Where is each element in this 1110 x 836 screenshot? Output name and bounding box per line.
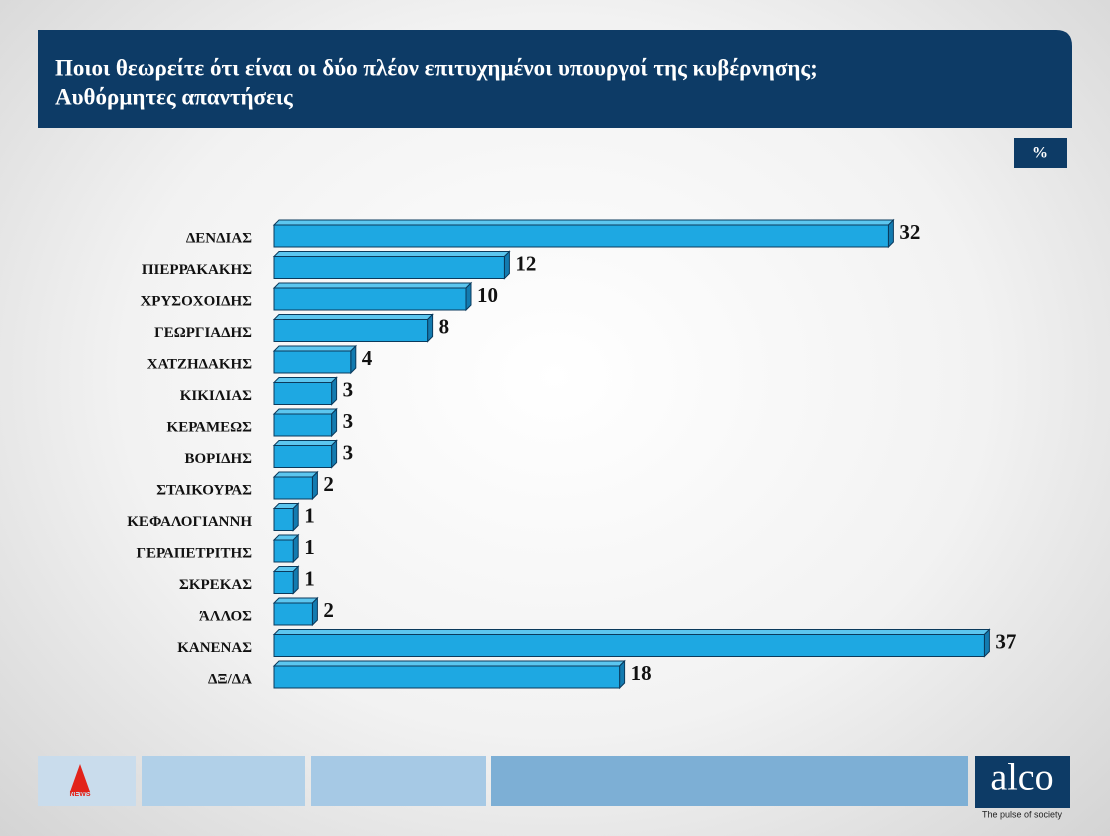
header-band xyxy=(38,30,1072,128)
unit-label: % xyxy=(1032,145,1048,162)
value-label: 1 xyxy=(304,535,315,559)
bar xyxy=(273,382,333,405)
bar-side xyxy=(331,376,338,406)
category-label: ΣΚΡΕΚΑΣ xyxy=(179,577,252,593)
category-label: ΆΛΛΟΣ xyxy=(199,608,252,624)
bar-top xyxy=(272,345,358,352)
bar-top xyxy=(272,597,319,604)
value-label: 10 xyxy=(477,283,498,307)
category-label: ΔΕΝΔΙΑΣ xyxy=(186,230,252,246)
bar xyxy=(273,319,429,342)
bar xyxy=(273,539,294,563)
chart-subtitle: Αυθόρμητες απαντήσεις xyxy=(55,84,293,109)
category-label: ΓΕΩΡΓΙΑΔΗΣ xyxy=(154,325,252,341)
footer-block xyxy=(142,756,305,806)
bar xyxy=(273,350,352,374)
bar xyxy=(273,602,313,626)
category-label: ΔΞ/ΔΑ xyxy=(208,671,252,687)
bar-top xyxy=(272,440,338,446)
bar-side xyxy=(503,250,510,280)
bar-top xyxy=(272,251,511,257)
bar-side xyxy=(465,281,472,312)
category-label: ΧΑΤΖΗΔΑΚΗΣ xyxy=(147,356,252,372)
value-label: 18 xyxy=(631,661,652,685)
category-label: ΧΡΥΣΟΧΟΙΔΗΣ xyxy=(140,293,252,309)
category-label: ΣΤΑΙΚΟΥΡΑΣ xyxy=(156,482,252,498)
bar xyxy=(273,508,294,531)
value-label: 3 xyxy=(343,440,354,464)
bar-side xyxy=(331,407,338,438)
bar xyxy=(273,287,467,311)
value-label: 37 xyxy=(995,629,1016,653)
bar xyxy=(273,634,985,657)
bar-top xyxy=(272,282,473,289)
bar-side xyxy=(331,439,338,469)
bar-side xyxy=(427,313,434,343)
footer-block xyxy=(491,756,968,806)
category-label: ΚΑΝΕΝΑΣ xyxy=(177,640,252,656)
bar xyxy=(273,476,313,500)
category-label: ΚΙΚΙΛΙΑΣ xyxy=(180,388,252,404)
bar-top xyxy=(272,408,338,415)
value-label: 12 xyxy=(515,251,536,275)
bar-side xyxy=(350,344,357,375)
category-label: ΠΙΕΡΡΑΚΑΚΗΣ xyxy=(142,262,252,278)
bar-top xyxy=(272,219,895,226)
value-label: 32 xyxy=(899,220,920,244)
category-label: ΒΟΡΙΔΗΣ xyxy=(184,451,252,467)
bar xyxy=(273,224,889,248)
category-label: ΚΕΦΑΛΟΓΙΑΝΝΗ xyxy=(127,514,252,530)
bar-side xyxy=(292,565,299,595)
bar-side xyxy=(619,659,626,690)
brand-name: alco xyxy=(990,757,1053,799)
brand-box xyxy=(975,756,1070,808)
value-label: 3 xyxy=(343,377,354,401)
footer-block xyxy=(38,756,136,806)
bar-side xyxy=(311,596,318,627)
bar xyxy=(273,256,505,279)
chart-title: Ποιοι θεωρείτε ότι είναι οι δύο πλέον επ… xyxy=(55,55,818,80)
bar xyxy=(273,445,333,468)
bar xyxy=(273,413,333,437)
bar-top xyxy=(272,377,338,383)
bar xyxy=(273,665,621,689)
bar-side xyxy=(983,628,990,658)
footer-block xyxy=(311,756,486,806)
news-logo xyxy=(70,764,90,792)
bar-top xyxy=(272,471,319,478)
value-label: 1 xyxy=(304,566,315,590)
bar xyxy=(273,571,294,594)
value-label: 3 xyxy=(343,409,354,433)
value-label: 4 xyxy=(362,346,373,370)
unit-box xyxy=(1014,138,1067,168)
bar-top xyxy=(272,314,434,320)
brand-tagline: The pulse of society xyxy=(982,809,1063,819)
bar-top xyxy=(272,629,991,635)
news-label: NEWS xyxy=(70,791,91,798)
value-label: 8 xyxy=(439,314,450,338)
bar-side xyxy=(292,502,299,532)
bar-side xyxy=(292,533,299,564)
category-label: ΓΕΡΑΠΕΤΡΙΤΗΣ xyxy=(137,545,253,561)
bar-side xyxy=(311,470,318,501)
category-label: ΚΕΡΑΜΕΩΣ xyxy=(167,419,253,435)
bar-top xyxy=(272,660,626,667)
value-label: 1 xyxy=(304,503,315,527)
value-label: 2 xyxy=(323,472,334,496)
bar-side xyxy=(887,218,894,249)
value-label: 2 xyxy=(323,598,334,622)
